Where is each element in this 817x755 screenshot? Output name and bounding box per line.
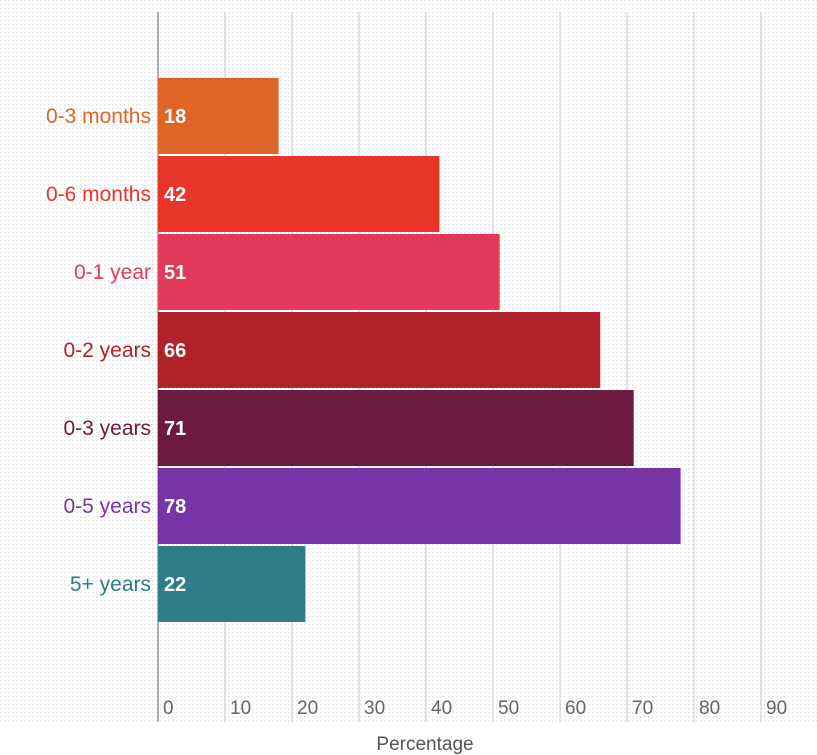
x-tick-label: 10 xyxy=(230,698,251,719)
category-label: 0-3 months xyxy=(46,105,151,128)
x-tick-label: 50 xyxy=(498,698,519,719)
bar xyxy=(158,468,681,544)
value-label: 22 xyxy=(164,574,186,596)
value-label: 18 xyxy=(164,106,186,128)
category-label: 0-5 years xyxy=(63,495,151,518)
category-label: 5+ years xyxy=(70,573,151,596)
bar xyxy=(158,234,500,310)
category-label: 0-2 years xyxy=(63,339,151,362)
category-label: 0-6 months xyxy=(46,183,151,206)
category-labels: 0-3 months 0-6 months 0-1 year 0-2 years 0-3… xyxy=(46,105,151,596)
x-tick-label: 60 xyxy=(565,698,586,719)
x-tick-label: 80 xyxy=(699,698,720,719)
bars xyxy=(158,78,681,622)
category-label: 0-3 years xyxy=(63,417,151,440)
value-labels: 18 42 51 66 71 78 22 xyxy=(164,106,186,596)
bar xyxy=(158,78,279,154)
category-label: 0-1 year xyxy=(74,261,151,284)
value-label: 78 xyxy=(164,496,186,518)
bar xyxy=(158,312,601,388)
x-axis-title: Percentage xyxy=(376,734,473,755)
value-label: 51 xyxy=(164,262,186,284)
value-label: 66 xyxy=(164,340,186,362)
x-tick-label: 20 xyxy=(297,698,318,719)
bar xyxy=(158,156,440,232)
x-tick-label: 90 xyxy=(766,698,787,719)
x-tick-label: 70 xyxy=(632,698,653,719)
x-tick-label: 40 xyxy=(431,698,452,719)
value-label: 42 xyxy=(164,184,186,206)
value-label: 71 xyxy=(164,418,186,440)
x-tick-label: 0 xyxy=(163,698,174,719)
x-tick-labels: 0 10 20 30 40 50 60 70 80 90 xyxy=(163,698,787,719)
x-tick-label: 30 xyxy=(364,698,385,719)
bar xyxy=(158,546,306,622)
bar xyxy=(158,390,634,466)
